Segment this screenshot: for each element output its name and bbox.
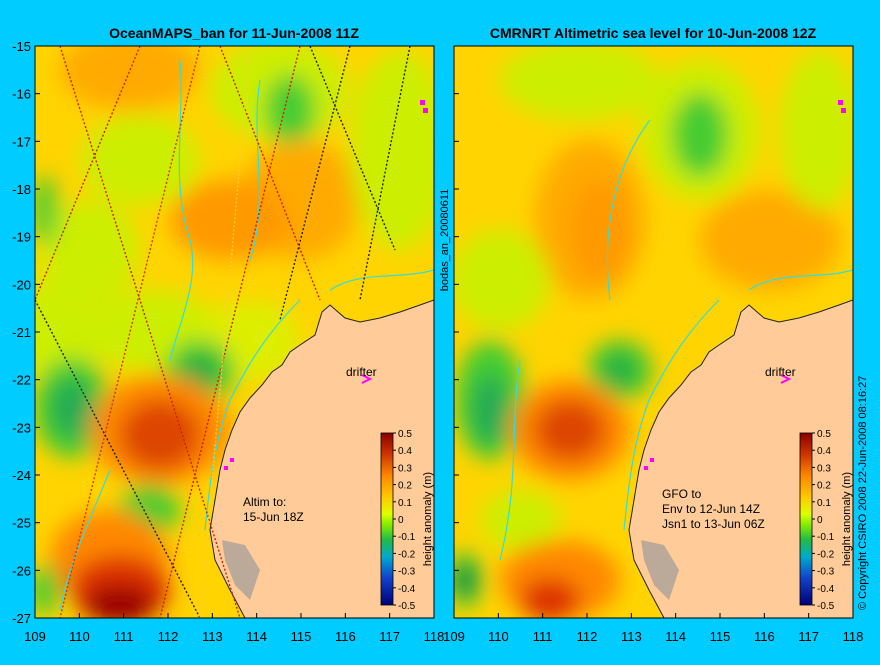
y-tick-label: -18	[12, 182, 31, 197]
x-tick-label: 117	[798, 629, 819, 644]
panel2-annotation-line1: GFO to	[662, 487, 702, 501]
colorbar-tick-label: -0.5	[398, 601, 416, 612]
colorbar-tick-label: 0.3	[817, 463, 831, 474]
colorbar-tick-label: 0	[817, 515, 823, 526]
panel2-annotation-line3: Jsn1 to 13-Jun 06Z	[662, 517, 765, 531]
panel2-side-label: bodas_an_20080611	[439, 189, 451, 292]
panel1-drifter-label: drifter	[346, 365, 377, 379]
y-tick-label: -16	[12, 87, 31, 102]
colorbar-tick-label: -0.4	[398, 584, 416, 595]
colorbar-tick-label: -0.1	[398, 532, 416, 543]
colorbar-tick-label: 0.5	[817, 429, 831, 440]
panel1-annotation-line2: 15-Jun 18Z	[243, 510, 304, 524]
drifter-markers	[644, 100, 846, 470]
y-tick-label: -27	[12, 611, 31, 626]
x-tick-label: 112	[577, 629, 598, 644]
panel1-colorbar	[380, 432, 394, 606]
panel1-annotation-line1: Altim to:	[243, 495, 286, 509]
y-tick-label: -19	[12, 230, 31, 245]
land-mass	[209, 299, 434, 618]
colorbar-tick-label: -0.2	[398, 549, 416, 560]
x-tick-label: 118	[424, 629, 445, 644]
panel1-colorbar-label: height anomaly (m)	[422, 472, 434, 566]
colorbar-tick-label: 0.4	[817, 446, 831, 457]
colorbar-tick-label: 0.2	[817, 481, 831, 492]
colorbar-tick-label: 0.1	[817, 498, 831, 509]
y-tick-label: -15	[12, 39, 31, 54]
y-tick-label: -26	[12, 563, 31, 578]
x-tick-label: 111	[114, 629, 134, 644]
y-tick-label: -22	[12, 373, 31, 388]
x-tick-label: 113	[202, 629, 223, 644]
colorbar-tick-label: -0.1	[817, 532, 835, 543]
x-tick-label: 112	[158, 629, 179, 644]
panel2-annotation-line2: Env to 12-Jun 14Z	[662, 502, 760, 516]
panel2-drifter-label: drifter	[765, 365, 796, 379]
bay-shading	[641, 540, 679, 600]
colorbar-tick-label: 0.3	[398, 463, 412, 474]
x-tick-label: 111	[533, 629, 553, 644]
panel1-title: OceanMAPS_ban for 11-Jun-2008 11Z	[109, 25, 359, 41]
x-tick-label: 118	[843, 629, 864, 644]
x-tick-label: 109	[24, 629, 46, 644]
x-tick-label: 116	[335, 629, 356, 644]
panel1-map: drifter Altim to: 15-Jun 18Z	[35, 46, 434, 618]
x-tick-label: 109	[443, 629, 465, 644]
colorbar-tick-label: -0.5	[817, 601, 835, 612]
axes-layer: 109 110 111 112 113 114 115 116 117 118 -15 -16 -17 -…	[12, 39, 863, 644]
y-tick-label: -21	[12, 325, 31, 340]
colorbar-tick-label: 0	[398, 515, 404, 526]
panel2-colorbar	[799, 432, 813, 606]
x-tick-label: 116	[754, 629, 775, 644]
x-tick-label: 114	[246, 629, 267, 644]
land-mass	[628, 299, 853, 618]
copyright-timestamp: © Copyright CSIRO 2008 22-Jun-2008 08:16…	[857, 376, 869, 610]
colorbar-tick-label: 0.2	[398, 481, 412, 492]
y-tick-label: -20	[12, 277, 31, 292]
panel2-colorbar-label: height anomaly (m)	[841, 472, 853, 566]
colorbar-tick-label: -0.3	[817, 567, 835, 578]
panel2-map: drifter GFO to Env to 12-Jun 14Z Jsn1 to…	[454, 46, 853, 618]
x-tick-label: 110	[69, 629, 90, 644]
y-tick-label: -25	[12, 516, 31, 531]
colorbar-tick-label: 0.5	[398, 429, 412, 440]
x-tick-label: 110	[488, 629, 509, 644]
colorbar-tick-label: -0.2	[817, 549, 835, 560]
colorbar-tick-label: 0.1	[398, 498, 412, 509]
panel2-title: CMRNRT Altimetric sea level for 10-Jun-2…	[490, 25, 817, 41]
y-tick-label: -23	[12, 420, 31, 435]
y-tick-label: -24	[12, 468, 31, 483]
colorbar-tick-label: 0.4	[398, 446, 412, 457]
x-tick-label: 114	[665, 629, 686, 644]
x-tick-label: 117	[379, 629, 400, 644]
drifter-markers	[224, 100, 428, 470]
x-tick-label: 115	[291, 629, 312, 644]
y-tick-label: -17	[12, 134, 31, 149]
bay-shading	[222, 540, 260, 600]
colorbar-ticks-layer: 0.5 0.4 0.3 0.2 0.1 0 -0.1 -0.2 -0.3 -0.4 -0.5 0.5 0…	[393, 429, 835, 612]
x-tick-label: 115	[710, 629, 731, 644]
x-tick-label: 113	[621, 629, 642, 644]
colorbar-tick-label: -0.4	[817, 584, 835, 595]
colorbar-tick-label: -0.3	[398, 567, 416, 578]
